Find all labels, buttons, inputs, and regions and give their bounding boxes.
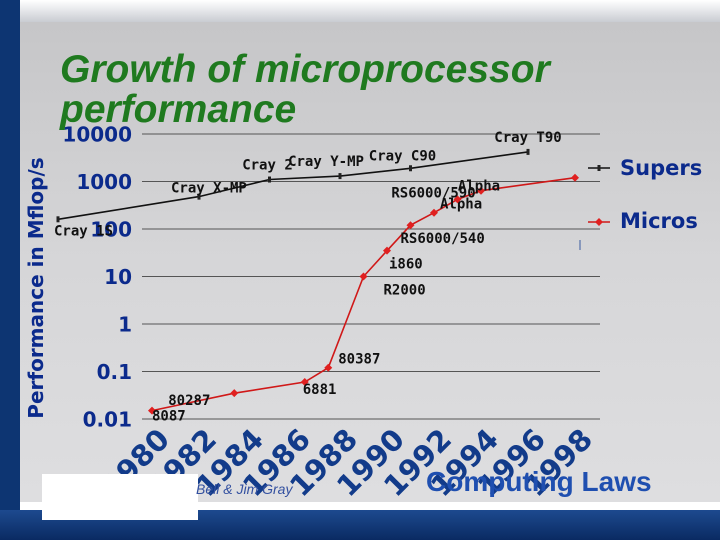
micros-point [477, 186, 485, 195]
slide-background [20, 22, 720, 502]
micros-point [148, 406, 156, 415]
micros-point [300, 378, 309, 387]
y-tick-label: 0.01 [83, 408, 132, 432]
supers-point [197, 193, 201, 200]
data-label: i860 [389, 257, 423, 273]
supers-point [338, 173, 342, 180]
data-label: Cray Y-MP [288, 154, 364, 170]
y-tick-label: 100 [90, 218, 132, 242]
data-label: Alpha [458, 179, 500, 195]
data-label: 6881 [303, 382, 337, 398]
supers-point [268, 176, 271, 183]
micros-line [151, 176, 576, 412]
data-label: R2000 [384, 283, 426, 299]
data-label: RS6000/590 [391, 185, 475, 201]
y-tick-label: 10000 [62, 123, 132, 147]
supers-point [56, 216, 60, 223]
y-tick-label: 0.1 [97, 360, 132, 384]
data-label: 8087 [152, 409, 186, 425]
left-frame [0, 0, 20, 540]
y-tick-label: 1000 [76, 170, 132, 194]
micros-point [430, 208, 438, 217]
supers-line [57, 151, 529, 221]
data-label: Cray C90 [369, 148, 436, 164]
data-label: Cray 2 [242, 158, 293, 174]
micros-point [453, 195, 462, 204]
footer-white-box [42, 474, 198, 520]
legend-label-supers: Supers [620, 156, 702, 180]
footer-laws: Computing Laws [426, 466, 652, 497]
legend-marker-supers [597, 165, 601, 171]
top-frame [0, 0, 720, 22]
legend-label-micros: Micros [620, 209, 698, 233]
supers-point [526, 148, 530, 155]
supers-point [409, 165, 412, 172]
data-label: RS6000/540 [401, 231, 485, 247]
y-tick-label: 1 [118, 313, 132, 337]
data-label: Alpha [440, 197, 482, 213]
micros-point [571, 173, 579, 182]
legend-marker-micros [595, 218, 603, 226]
data-label: 80387 [338, 352, 380, 368]
micros-point [359, 272, 368, 281]
micros-point [383, 246, 391, 255]
footer-credit: Bell & Jim Gray [196, 481, 293, 497]
slide-title: Growth of microprocessor performance [60, 48, 550, 131]
data-label: 80287 [168, 393, 210, 409]
data-label: Cray 1S [54, 223, 113, 239]
y-axis-label: Performance in Mflop/s [24, 157, 48, 419]
micros-point [230, 389, 239, 398]
y-tick-label: 10 [104, 265, 132, 289]
data-label: Cray X-MP [171, 181, 247, 197]
micros-point [406, 221, 415, 230]
data-label: Cray T90 [494, 130, 561, 146]
micros-point [324, 363, 333, 372]
